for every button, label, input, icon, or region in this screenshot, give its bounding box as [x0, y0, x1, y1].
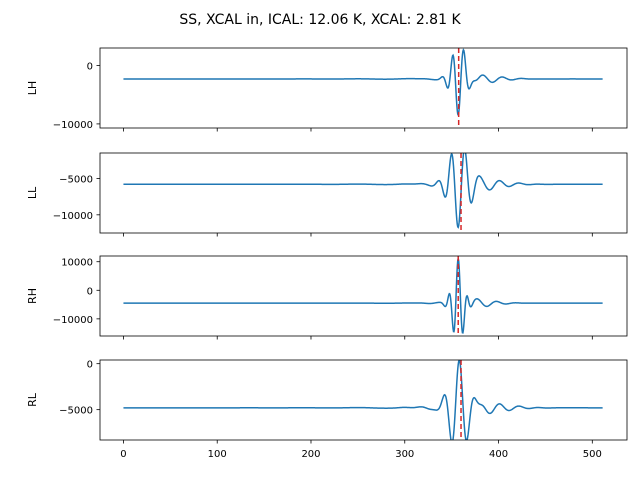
ytick-label: 0 [87, 360, 93, 371]
ytick-label: 0 [87, 286, 93, 297]
ytick-label: −10000 [53, 211, 93, 222]
ytick-label: −5000 [59, 406, 93, 417]
ytick-label: 10000 [61, 258, 93, 269]
ylabel: LH [26, 81, 39, 95]
xtick-label: 400 [489, 449, 508, 460]
figure-title: SS, XCAL in, ICAL: 12.06 K, XCAL: 2.81 K [179, 12, 461, 28]
xtick-label: 100 [208, 449, 227, 460]
xtick-label: 300 [395, 449, 414, 460]
ylabel: RL [26, 392, 39, 407]
axes-frame [99, 255, 628, 337]
subplot-ll: −5000 −10000 LL [26, 152, 628, 237]
axes-frame [99, 359, 628, 441]
subplots: 0 −10000 LH −5000 −10000 LL 10000 0 −10000 RH 0 −50… [26, 47, 628, 460]
axes-frame [99, 152, 628, 234]
ytick-label: −10000 [53, 120, 93, 131]
subplot-lh: 0 −10000 LH [26, 47, 628, 132]
ytick-label: −10000 [53, 315, 93, 326]
ytick-label: 0 [87, 62, 93, 73]
ylabel: LL [26, 186, 39, 199]
xtick-label: 500 [583, 449, 602, 460]
xtick-label: 200 [301, 449, 320, 460]
series-line [123, 153, 603, 229]
subplot-rh: 10000 0 −10000 RH [26, 255, 628, 340]
series-line [123, 258, 603, 334]
series-line [123, 48, 603, 118]
subplot-rl: 0 −5000 0 100 200 300 400 500 RL [26, 359, 628, 460]
xtick-label: 0 [120, 449, 126, 460]
ylabel: RH [26, 288, 39, 304]
series-line [123, 360, 603, 440]
ytick-label: −5000 [59, 174, 93, 185]
axes-frame [99, 47, 628, 129]
